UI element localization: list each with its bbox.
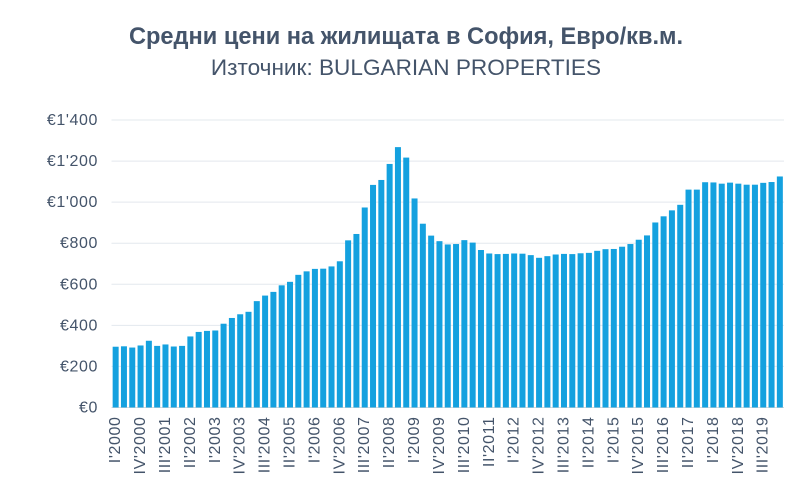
svg-text:€200: €200 [60, 358, 98, 375]
svg-text:III'2004: III'2004 [257, 417, 274, 474]
svg-text:IV'2003: IV'2003 [232, 417, 249, 475]
svg-text:III'2001: III'2001 [157, 417, 174, 474]
svg-text:IV'2018: IV'2018 [730, 417, 747, 475]
svg-text:I'2012: I'2012 [506, 417, 523, 464]
svg-text:III'2016: III'2016 [655, 417, 672, 474]
svg-text:€1'000: €1'000 [47, 194, 98, 211]
svg-text:I'2009: I'2009 [406, 417, 423, 464]
svg-text:III'2007: III'2007 [356, 417, 373, 474]
svg-text:€800: €800 [60, 235, 98, 252]
svg-text:III'2019: III'2019 [755, 417, 772, 474]
svg-text:I'2000: I'2000 [107, 417, 124, 464]
svg-text:II'2017: II'2017 [680, 417, 697, 469]
svg-text:IV'2009: IV'2009 [431, 417, 448, 475]
svg-text:€600: €600 [60, 276, 98, 293]
svg-text:II'2002: II'2002 [182, 417, 199, 469]
svg-text:€1'200: €1'200 [47, 153, 98, 170]
svg-text:II'2005: II'2005 [282, 417, 299, 469]
svg-text:II'2011: II'2011 [481, 417, 498, 468]
svg-text:IV'2006: IV'2006 [331, 417, 348, 475]
svg-text:IV'2000: IV'2000 [132, 417, 149, 475]
svg-text:€400: €400 [60, 317, 98, 334]
svg-text:€1'400: €1'400 [47, 112, 98, 129]
svg-text:III'2013: III'2013 [555, 417, 572, 474]
svg-text:I'2006: I'2006 [306, 417, 323, 464]
svg-text:I'2018: I'2018 [705, 417, 722, 464]
svg-text:II'2008: II'2008 [381, 417, 398, 469]
svg-text:€0: €0 [79, 399, 98, 416]
svg-text:I'2015: I'2015 [605, 417, 622, 464]
svg-text:III'2010: III'2010 [456, 417, 473, 474]
svg-text:II'2014: II'2014 [580, 417, 597, 469]
svg-text:IV'2012: IV'2012 [531, 417, 548, 475]
svg-text:I'2003: I'2003 [207, 417, 224, 464]
svg-text:IV'2015: IV'2015 [630, 417, 647, 475]
